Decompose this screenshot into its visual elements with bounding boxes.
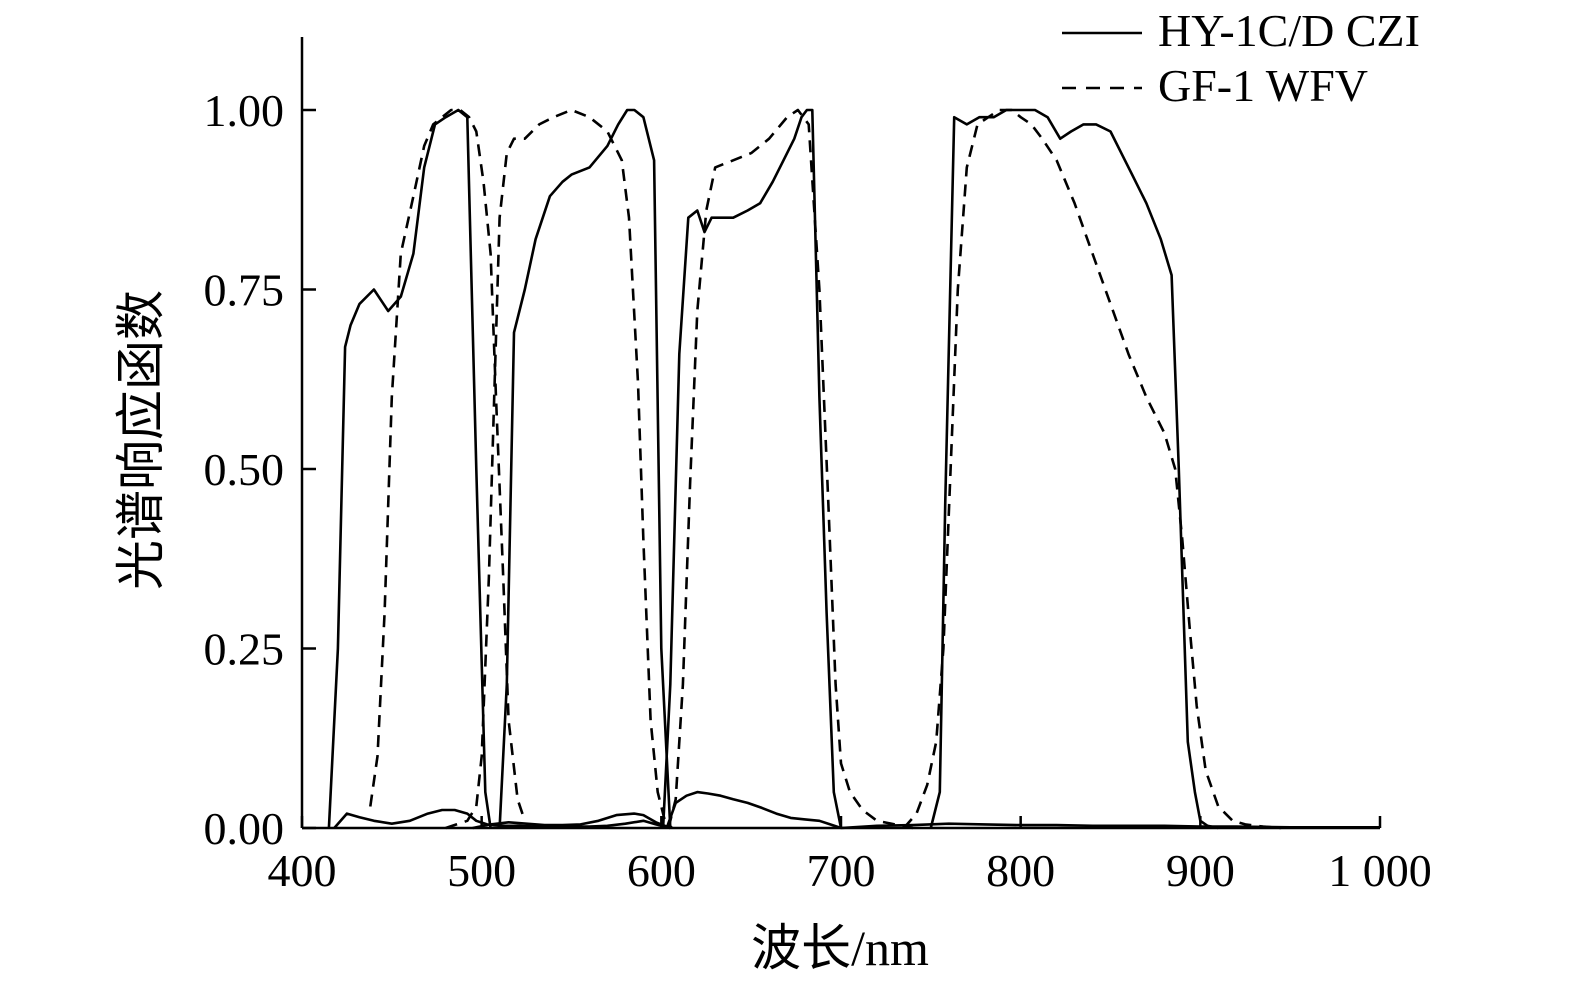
x-axis-title: 波长/nm [751, 920, 929, 976]
x-tick-label: 500 [447, 845, 516, 896]
legend-label-gf1-wfv: GF-1 WFV [1158, 60, 1368, 111]
x-tick-label: 600 [627, 845, 696, 896]
series-line-band [929, 108, 1219, 830]
series-line-band [445, 108, 674, 830]
y-tick-label: 0.75 [204, 265, 285, 316]
y-tick-label: 0.50 [204, 444, 285, 495]
legend: HY-1C/D CZI GF-1 WFV [1062, 5, 1420, 111]
x-tick-label: 700 [807, 845, 876, 896]
axes [300, 37, 1380, 830]
x-tick-label: 400 [268, 845, 337, 896]
x-ticks: 400 500 600 700 800 900 1 000 [268, 816, 1432, 896]
series-line-band [840, 822, 1380, 830]
series-line-band [333, 808, 671, 830]
series-line-band [498, 108, 672, 829]
series-line-band [327, 108, 492, 829]
series-gf1-wfv [369, 108, 1282, 830]
series-layer [327, 108, 1380, 830]
series-line-band [665, 790, 842, 830]
series-line-band [472, 812, 671, 830]
y-tick-label: 0.00 [204, 803, 285, 854]
series-line-band [902, 108, 1282, 830]
y-ticks: 0.00 0.25 0.50 0.75 1.00 [204, 85, 316, 854]
x-tick-label: 900 [1166, 845, 1235, 896]
series-line-band [369, 108, 527, 822]
y-axis-title: 光谱响应函数 [113, 290, 169, 590]
x-tick-label: 800 [986, 845, 1055, 896]
x-tick-label: 1 000 [1328, 845, 1432, 896]
y-tick-label: 1.00 [204, 85, 285, 136]
series-hy1cd-czi [327, 108, 1380, 830]
y-tick-label: 0.25 [204, 624, 285, 675]
series-line-band [667, 108, 914, 830]
legend-label-hy1cd-czi: HY-1C/D CZI [1158, 5, 1420, 56]
series-line-band [661, 108, 843, 829]
